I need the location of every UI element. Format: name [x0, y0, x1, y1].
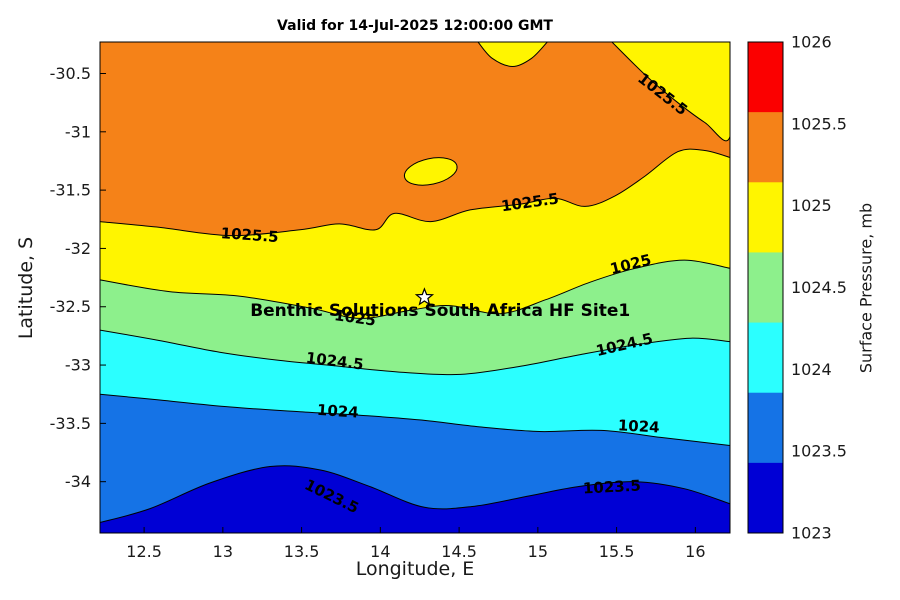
contour-line-1024.5 [100, 329, 730, 376]
colorbar-tick-label: 1023.5 [791, 442, 847, 461]
x-tick-label: 12.5 [126, 542, 162, 561]
x-tick-label: 13 [213, 542, 233, 561]
y-tick-label: -32 [65, 239, 91, 258]
colorbar-tick-label: 1025.5 [791, 114, 847, 133]
y-tick-label: -32.5 [50, 297, 91, 316]
y-tick-label: -33.5 [50, 414, 91, 433]
y-tick-label: -34 [65, 472, 91, 491]
contour-line-1024 [100, 393, 730, 446]
x-axis-label: Longitude, E [355, 558, 475, 580]
y-tick-label: -30.5 [50, 64, 91, 83]
colorbar-segment [748, 392, 783, 464]
contour-patch-ellipse [403, 157, 458, 186]
contour-band-1023.5 [100, 465, 730, 533]
contour-label: 1023.5 [582, 476, 641, 497]
colorbar-segment [748, 182, 783, 253]
colorbar-tick-label: 1024.5 [791, 278, 847, 297]
colorbar-tick-label: 1024 [791, 360, 832, 379]
colorbar-segment [748, 42, 783, 113]
contour-label: 1025.5 [220, 224, 279, 246]
x-tick-label: 15 [528, 542, 548, 561]
y-tick-label: -33 [65, 356, 91, 375]
x-tick-label: 15.5 [599, 542, 635, 561]
contour-line-1025.5 [100, 148, 730, 237]
colorbar-label: Surface Pressure, mb [856, 202, 876, 374]
chart-title: Valid for 14-Jul-2025 12:00:00 GMT [277, 18, 553, 34]
x-tick-label: 14 [370, 542, 390, 561]
colorbar-border [747, 41, 784, 534]
contour-label: 1024 [617, 416, 660, 436]
site-star-marker [414, 287, 435, 306]
contour-line-1025 [100, 259, 730, 319]
colorbar-tick-label: 1025 [791, 196, 832, 215]
plot-border [99, 41, 731, 534]
colorbar-segment [748, 462, 783, 533]
colorbar-segment [748, 252, 783, 324]
contour-label: 1024 [316, 401, 359, 422]
site-label: Benthic Solutions South Africa HF Site1 [250, 301, 630, 321]
colorbar-tick-label: 1026 [791, 33, 832, 52]
contour-line-1023.5 [100, 465, 730, 523]
colorbar-segment [748, 322, 783, 394]
colorbar-segment [748, 112, 783, 183]
contour-patch [477, 42, 548, 68]
y-axis-label: Latitude, S [15, 236, 37, 340]
colorbar-tick-label: 1023 [791, 524, 832, 543]
contour-patch [611, 42, 730, 142]
x-tick-label: 13.5 [284, 542, 320, 561]
y-tick-label: -31.5 [50, 181, 91, 200]
x-tick-label: 16 [685, 542, 705, 561]
contour-label: 1025 [333, 306, 377, 330]
x-tick-label: 14.5 [441, 542, 477, 561]
y-tick-label: -31 [65, 122, 91, 141]
